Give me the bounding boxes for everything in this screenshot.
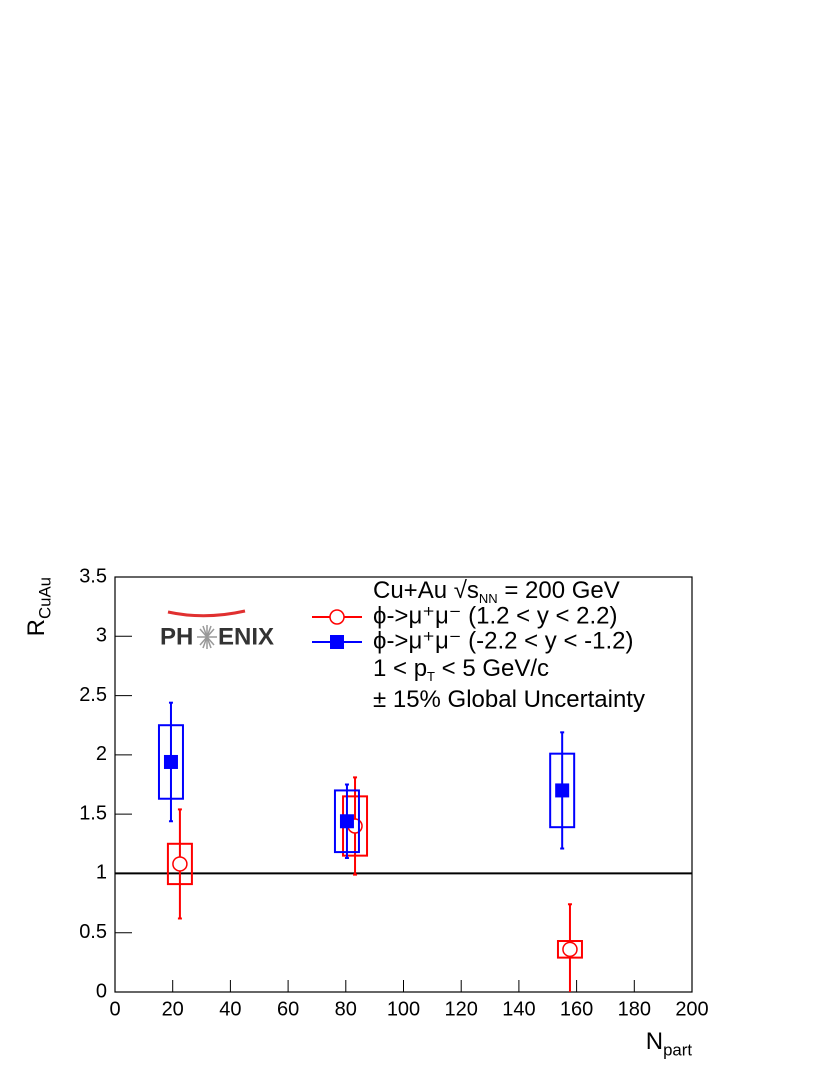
y-axis-title-main: R [23, 619, 50, 636]
x-tick-label: 60 [277, 998, 299, 1020]
x-tick-label: 40 [219, 998, 241, 1020]
annotation-part: = 200 GeV [498, 577, 620, 604]
annotation-part: < 5 GeV/c [435, 655, 549, 682]
marker [339, 814, 354, 829]
marker [330, 635, 344, 649]
x-tick-label: 120 [445, 998, 478, 1020]
annotation-part: ± 15% Global Uncertainty [373, 686, 645, 713]
sys-box [556, 940, 583, 959]
legend-label: ϕ->μ⁺μ⁻ (-2.2 < y < -1.2) [373, 627, 634, 654]
logo-arc [167, 609, 246, 649]
logo-text: PH [160, 623, 193, 650]
y-tick-label: 2 [96, 743, 107, 765]
annotation-part: 1 < p [373, 655, 427, 682]
x-tick-label: 140 [502, 998, 535, 1020]
annotation-part: Cu+Au √s [373, 577, 479, 604]
x-tick-label: 20 [162, 998, 184, 1020]
y-axis-title: RCuAu [23, 577, 54, 636]
marker [555, 783, 570, 798]
y-tick-label: 2.5 [79, 684, 107, 706]
x-tick-label: 200 [675, 998, 708, 1020]
legend-label: ϕ->μ⁺μ⁻ (1.2 < y < 2.2) [373, 602, 618, 629]
y-tick-label: 0 [96, 980, 107, 1002]
y-tick-label: 1.5 [79, 802, 107, 824]
sys-box [549, 752, 576, 829]
marker [163, 754, 178, 769]
marker [562, 941, 578, 958]
x-tick-label: 180 [618, 998, 651, 1020]
plot-area [157, 701, 583, 992]
y-tick-label: 1 [96, 862, 107, 884]
marker [172, 856, 188, 872]
x-tick-label: 160 [560, 998, 593, 1020]
x-tick-label: 0 [109, 998, 120, 1020]
x-axis-title-main: N [646, 1028, 663, 1055]
annotation: 1 < pT < 5 GeV/c [373, 655, 549, 684]
y-tick-label: 0.5 [79, 921, 107, 943]
sys-box [333, 789, 360, 854]
sys-box [157, 724, 184, 800]
annotation: ± 15% Global Uncertainty [373, 686, 645, 713]
marker [329, 609, 345, 625]
annotation: Cu+Au √sNN = 200 GeV [373, 577, 620, 606]
y-axis-title-sub: CuAu [36, 577, 55, 619]
x-axis-title: Npart [646, 1028, 693, 1059]
sys-box [166, 842, 193, 886]
annotation-part: T [427, 669, 435, 684]
x-tick-label: 100 [387, 998, 420, 1020]
x-tick-label: 80 [335, 998, 357, 1020]
x-axis-title-sub: part [663, 1041, 692, 1060]
y-tick-label: 3 [96, 625, 107, 647]
y-tick-label: 3.5 [79, 565, 107, 587]
annotation-part: NN [479, 591, 498, 606]
logo-text: ENIX [218, 623, 274, 650]
